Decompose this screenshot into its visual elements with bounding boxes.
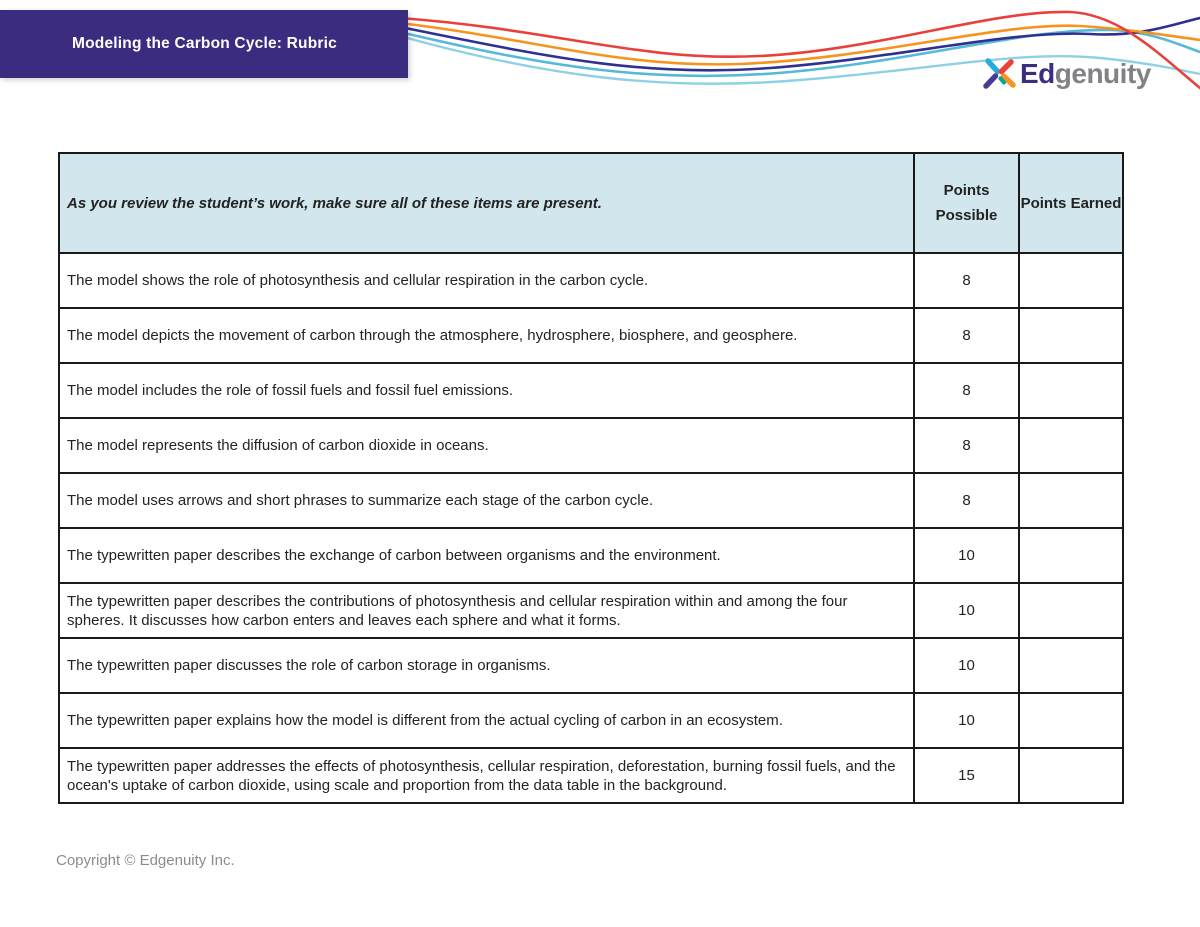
table-row: The typewritten paper describes the exch… xyxy=(58,527,1124,584)
decorative-wave-lines xyxy=(398,10,1200,90)
points-possible-cell: 8 xyxy=(913,417,1020,474)
points-earned-cell xyxy=(1018,472,1124,529)
logo-text-genuity: genuity xyxy=(1054,58,1152,89)
table-row: The model shows the role of photosynthes… xyxy=(58,252,1124,309)
table-row: The typewritten paper explains how the m… xyxy=(58,692,1124,749)
points-possible-cell: 10 xyxy=(913,692,1020,749)
criteria-cell: The typewritten paper describes the cont… xyxy=(58,582,915,639)
edgenuity-logo: Ed genuity xyxy=(980,55,1151,93)
criteria-cell: The model depicts the movement of carbon… xyxy=(58,307,915,364)
points-earned-cell xyxy=(1018,692,1124,749)
points-earned-cell xyxy=(1018,527,1124,584)
criteria-cell: The model includes the role of fossil fu… xyxy=(58,362,915,419)
points-earned-cell xyxy=(1018,362,1124,419)
logo-text-ed: Ed xyxy=(1020,58,1055,89)
points-earned-column-header: Points Earned xyxy=(1018,152,1124,254)
points-possible-cell: 8 xyxy=(913,252,1020,309)
criteria-cell: The typewritten paper discusses the role… xyxy=(58,637,915,694)
copyright-text: Copyright © Edgenuity Inc. xyxy=(56,852,235,869)
criteria-cell: The typewritten paper addresses the effe… xyxy=(58,747,915,804)
points-possible-cell: 10 xyxy=(913,527,1020,584)
points-earned-cell xyxy=(1018,307,1124,364)
edgenuity-x-icon xyxy=(983,58,1016,89)
points-possible-cell: 8 xyxy=(913,307,1020,364)
criteria-cell: The typewritten paper describes the exch… xyxy=(58,527,915,584)
table-row: The model depicts the movement of carbon… xyxy=(58,307,1124,364)
points-possible-cell: 15 xyxy=(913,747,1020,804)
table-row: The typewritten paper describes the cont… xyxy=(58,582,1124,639)
points-possible-cell: 10 xyxy=(913,582,1020,639)
criteria-cell: The model uses arrows and short phrases … xyxy=(58,472,915,529)
criteria-column-header: As you review the student’s work, make s… xyxy=(58,152,915,254)
title-banner: Modeling the Carbon Cycle: Rubric xyxy=(0,10,408,78)
table-row: The model uses arrows and short phrases … xyxy=(58,472,1124,529)
criteria-cell: The model represents the diffusion of ca… xyxy=(58,417,915,474)
points-earned-cell xyxy=(1018,417,1124,474)
points-possible-cell: 8 xyxy=(913,472,1020,529)
table-row: The typewritten paper addresses the effe… xyxy=(58,747,1124,804)
rubric-table-body: The model shows the role of photosynthes… xyxy=(58,252,1124,804)
points-possible-cell: 8 xyxy=(913,362,1020,419)
rubric-table: As you review the student’s work, make s… xyxy=(58,152,1124,804)
points-possible-cell: 10 xyxy=(913,637,1020,694)
header-row: As you review the student’s work, make s… xyxy=(58,152,1124,254)
table-row: The typewritten paper discusses the role… xyxy=(58,637,1124,694)
points-earned-cell xyxy=(1018,637,1124,694)
criteria-cell: The typewritten paper explains how the m… xyxy=(58,692,915,749)
table-row: The model represents the diffusion of ca… xyxy=(58,417,1124,474)
points-earned-cell xyxy=(1018,747,1124,804)
points-earned-cell xyxy=(1018,252,1124,309)
rubric-table-header: As you review the student’s work, make s… xyxy=(58,152,1124,254)
points-earned-cell xyxy=(1018,582,1124,639)
table-row: The model includes the role of fossil fu… xyxy=(58,362,1124,419)
criteria-cell: The model shows the role of photosynthes… xyxy=(58,252,915,309)
points-possible-column-header: Points Possible xyxy=(913,152,1020,254)
page-title: Modeling the Carbon Cycle: Rubric xyxy=(72,35,337,52)
